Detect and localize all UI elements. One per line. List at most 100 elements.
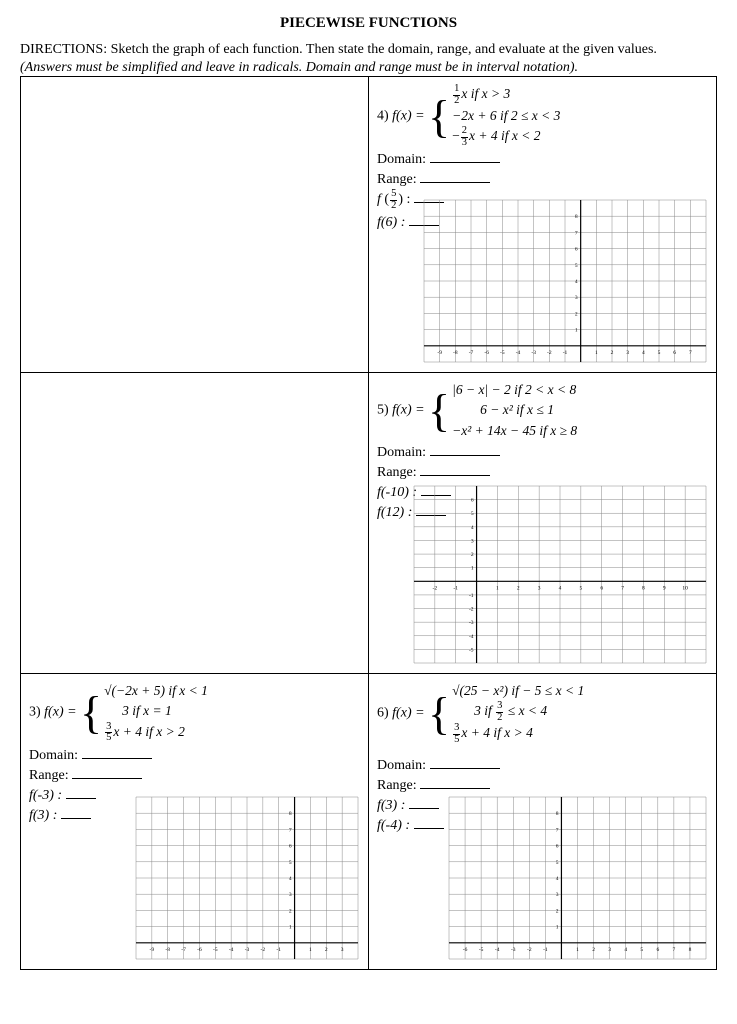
p4-e1d: 2 <box>390 201 397 212</box>
blank <box>414 815 444 829</box>
p3-piece1: √(−2x + 5) if x < 1 <box>104 681 208 701</box>
svg-text:-4: -4 <box>516 350 521 356</box>
svg-text:-3: -3 <box>469 620 474 626</box>
p5-e2: f(12) : <box>377 505 412 520</box>
svg-text:10: 10 <box>682 585 688 591</box>
p6-prefix: f(x) = <box>392 705 424 720</box>
svg-text:-4: -4 <box>469 634 474 640</box>
svg-text:1: 1 <box>309 947 312 953</box>
brace-icon: { <box>80 693 102 732</box>
worksheet-row-1: 4) f(x) = { 12x if x > 3 −2x + 6 if 2 ≤ … <box>21 77 716 373</box>
cell-problem-4: 4) f(x) = { 12x if x > 3 −2x + 6 if 2 ≤ … <box>369 77 716 372</box>
blank <box>409 795 439 809</box>
svg-text:1: 1 <box>556 925 559 931</box>
svg-text:-4: -4 <box>229 947 234 953</box>
svg-text:3: 3 <box>608 947 611 953</box>
svg-text:-6: -6 <box>197 947 202 953</box>
p3-piecewise: { √(−2x + 5) if x < 1 3 if x = 1 35x + 4… <box>80 681 208 744</box>
p6-domain: Domain: <box>377 755 708 774</box>
svg-text:4: 4 <box>624 947 627 953</box>
blank <box>82 745 152 759</box>
p5-number: 5) <box>377 403 389 418</box>
p4-number: 4) <box>377 108 389 123</box>
svg-text:-5: -5 <box>479 947 484 953</box>
p4-range: Range: <box>377 169 708 188</box>
svg-text:1: 1 <box>289 925 292 931</box>
cell-problem-3: 3) f(x) = { √(−2x + 5) if x < 1 3 if x =… <box>21 674 369 969</box>
p3-piece3: x + 4 if x > 2 <box>113 724 184 739</box>
svg-text:-2: -2 <box>547 350 552 356</box>
svg-text:-2: -2 <box>433 585 438 591</box>
svg-text:2: 2 <box>325 947 328 953</box>
svg-text:2: 2 <box>611 350 614 356</box>
p5-piece2: 6 − x² if x ≤ 1 <box>452 400 577 420</box>
blank <box>61 805 91 819</box>
blank <box>430 149 500 163</box>
svg-text:6: 6 <box>656 947 659 953</box>
svg-text:1: 1 <box>576 947 579 953</box>
p3-domain: Domain: <box>29 745 360 764</box>
domain-label: Domain: <box>377 445 426 460</box>
p3-f3d: 5 <box>105 733 112 744</box>
p4-piecewise: { 12x if x > 3 −2x + 6 if 2 ≤ x < 3 −23x… <box>428 84 560 148</box>
p6-f3d: 5 <box>453 735 460 746</box>
svg-text:5: 5 <box>640 947 643 953</box>
p3-prefix: f(x) = <box>44 704 76 719</box>
svg-text:7: 7 <box>689 350 692 356</box>
svg-text:2: 2 <box>517 585 520 591</box>
svg-text:-5: -5 <box>213 947 218 953</box>
p4-frac3-den: 3 <box>461 138 468 149</box>
svg-text:8: 8 <box>556 811 559 817</box>
svg-text:-5: -5 <box>469 647 474 653</box>
cell-blank-2 <box>21 373 369 673</box>
svg-text:-1: -1 <box>543 947 548 953</box>
svg-text:4: 4 <box>289 876 292 882</box>
p4-e2: f(6) : <box>377 215 405 230</box>
svg-text:6: 6 <box>471 498 474 504</box>
svg-text:-8: -8 <box>453 350 458 356</box>
svg-text:7: 7 <box>673 947 676 953</box>
svg-text:1: 1 <box>471 566 474 572</box>
svg-text:5: 5 <box>556 860 559 866</box>
svg-text:8: 8 <box>642 585 645 591</box>
svg-text:-1: -1 <box>276 947 281 953</box>
svg-text:7: 7 <box>575 230 578 236</box>
p3-e2: f(3) : <box>29 808 57 823</box>
svg-text:3: 3 <box>556 892 559 898</box>
worksheet-table: 4) f(x) = { 12x if x > 3 −2x + 6 if 2 ≤ … <box>20 76 717 970</box>
p6-piecewise: { √(25 − x²) if − 5 ≤ x < 1 3 if 32 ≤ x … <box>428 681 584 745</box>
p6-range: Range: <box>377 775 708 794</box>
p4-frac1-den: 2 <box>453 96 460 107</box>
svg-text:3: 3 <box>575 295 578 301</box>
svg-text:5: 5 <box>575 263 578 269</box>
svg-text:2: 2 <box>556 908 559 914</box>
p6-piece3: x + 4 if x > 4 <box>461 725 532 740</box>
svg-text:-7: -7 <box>469 350 474 356</box>
svg-text:2: 2 <box>471 552 474 558</box>
directions-text: DIRECTIONS: Sketch the graph of each fun… <box>20 42 717 58</box>
svg-text:-9: -9 <box>150 947 155 953</box>
brace-icon: { <box>428 391 450 430</box>
svg-text:3: 3 <box>341 947 344 953</box>
svg-text:3: 3 <box>626 350 629 356</box>
svg-text:5: 5 <box>471 511 474 517</box>
worksheet-row-3: 3) f(x) = { √(−2x + 5) if x < 1 3 if x =… <box>21 674 716 969</box>
p5-range: Range: <box>377 462 708 481</box>
svg-text:8: 8 <box>575 214 578 220</box>
p5-domain: Domain: <box>377 442 708 461</box>
graph-6: -6-5-4-3-2-11234567812345678 <box>445 793 710 963</box>
p4-piece3: x + 4 if x < 2 <box>469 128 540 143</box>
problem-5-func: 5) f(x) = { |6 − x| − 2 if 2 < x < 8 6 −… <box>377 380 708 441</box>
brace-icon: { <box>428 694 450 733</box>
graph-4: -9-8-7-6-5-4-3-2-1123456712345678 <box>420 196 710 366</box>
problem-6-func: 6) f(x) = { √(25 − x²) if − 5 ≤ x < 1 3 … <box>377 681 708 745</box>
p4-piece2: −2x + 6 if 2 ≤ x < 3 <box>452 106 560 126</box>
blank <box>430 442 500 456</box>
directions-note: (Answers must be simplified and leave in… <box>20 60 717 76</box>
domain-label: Domain: <box>377 758 426 773</box>
range-label: Range: <box>29 768 69 783</box>
p6-e2: f(-4) : <box>377 818 410 833</box>
svg-text:7: 7 <box>621 585 624 591</box>
blank <box>420 462 490 476</box>
svg-text:-9: -9 <box>437 350 442 356</box>
